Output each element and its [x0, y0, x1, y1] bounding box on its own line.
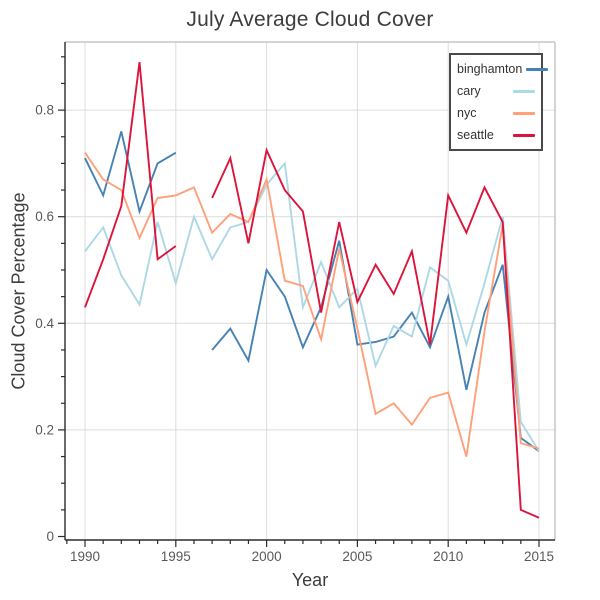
- legend-item-binghamton: binghamton: [457, 58, 549, 80]
- y-tick-label: 0.6: [35, 209, 54, 224]
- legend: binghamton cary nyc seattle: [449, 53, 549, 151]
- x-axis-title: Year: [291, 570, 329, 590]
- x-tick-label: 2010: [433, 549, 463, 564]
- y-tick-label: 0.2: [35, 422, 54, 437]
- legend-item-seattle: seattle: [457, 124, 535, 146]
- y-axis-title: Cloud Cover Percentage: [8, 192, 29, 390]
- x-tick-label: 2000: [252, 549, 282, 564]
- x-tick-label: 1990: [70, 549, 100, 564]
- y-tick-label: 0: [46, 529, 54, 544]
- legend-label: nyc: [457, 105, 477, 120]
- series-line-seattle: [84, 61, 540, 519]
- legend-item-nyc: nyc: [457, 102, 535, 124]
- series-line-binghamton: [84, 131, 540, 452]
- series-line-nyc: [84, 152, 540, 457]
- legend-label: seattle: [457, 127, 494, 142]
- legend-item-cary: cary: [457, 80, 535, 102]
- x-tick-label: 2005: [342, 549, 372, 564]
- x-tick-label: 2015: [524, 549, 554, 564]
- legend-line-swatch: [526, 67, 549, 71]
- y-tick-label: 0.8: [35, 103, 54, 118]
- x-tick-label: 1995: [161, 549, 191, 564]
- legend-label: binghamton: [457, 61, 523, 76]
- legend-line-swatch: [513, 133, 535, 137]
- legend-label: cary: [457, 83, 481, 98]
- legend-line-swatch: [513, 89, 535, 93]
- legend-line-swatch: [513, 111, 535, 115]
- chart-title: July Average Cloud Cover: [186, 8, 434, 31]
- y-tick-label: 0.4: [35, 316, 54, 331]
- series-line-cary: [84, 161, 540, 452]
